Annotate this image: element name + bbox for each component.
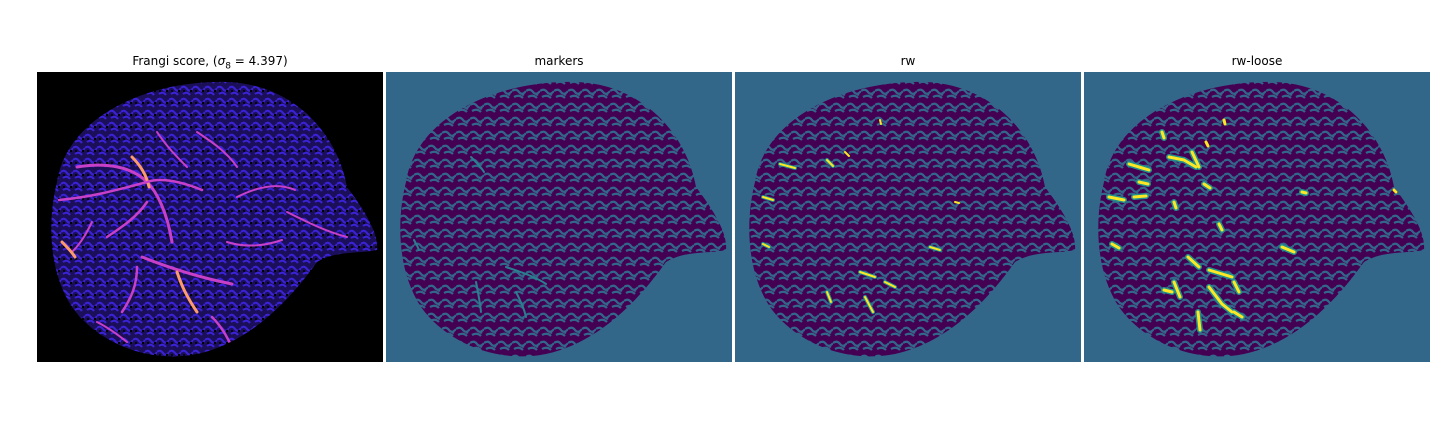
markers-seeds (413, 156, 547, 318)
rw-loose-panel: rw-loose (1084, 52, 1430, 362)
markers-panel: markers (386, 52, 732, 362)
frangi-image (37, 72, 383, 362)
frangi-vessels (57, 131, 348, 349)
rw-title: rw (900, 54, 916, 68)
rw-labels (761, 119, 960, 314)
rw-loose-title: rw-loose (1231, 54, 1283, 68)
rw-loose-tissue (1098, 81, 1425, 357)
rw-loose-image (1084, 72, 1430, 362)
rw-tissue (749, 81, 1076, 357)
frangi-title: Frangi score, (σ8 = 4.397) (132, 54, 288, 72)
rw-panel: rw (735, 52, 1081, 362)
markers-title: markers (534, 54, 584, 68)
rw-image (735, 72, 1081, 362)
markers-image (386, 72, 732, 362)
markers-tissue (400, 81, 727, 357)
frangi-panel: Frangi score, (σ8 = 4.397) (37, 52, 383, 362)
